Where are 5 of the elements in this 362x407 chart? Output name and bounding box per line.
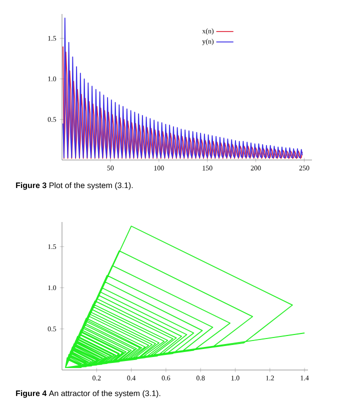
- line-series: [62, 46, 303, 159]
- text: Figure 3 Plot of the system (3.1).: [16, 182, 133, 190]
- line-series: [65, 226, 305, 368]
- line-series: [62, 18, 303, 158]
- text: Figure 4 An attractor of the system (3.1).: [16, 390, 160, 398]
